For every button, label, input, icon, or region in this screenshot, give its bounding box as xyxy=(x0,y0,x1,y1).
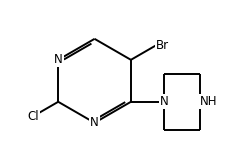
Text: Cl: Cl xyxy=(27,110,39,123)
Text: N: N xyxy=(90,116,99,129)
Text: N: N xyxy=(54,53,63,66)
Text: NH: NH xyxy=(200,95,218,108)
Text: Br: Br xyxy=(156,39,169,52)
Text: N: N xyxy=(160,95,168,108)
